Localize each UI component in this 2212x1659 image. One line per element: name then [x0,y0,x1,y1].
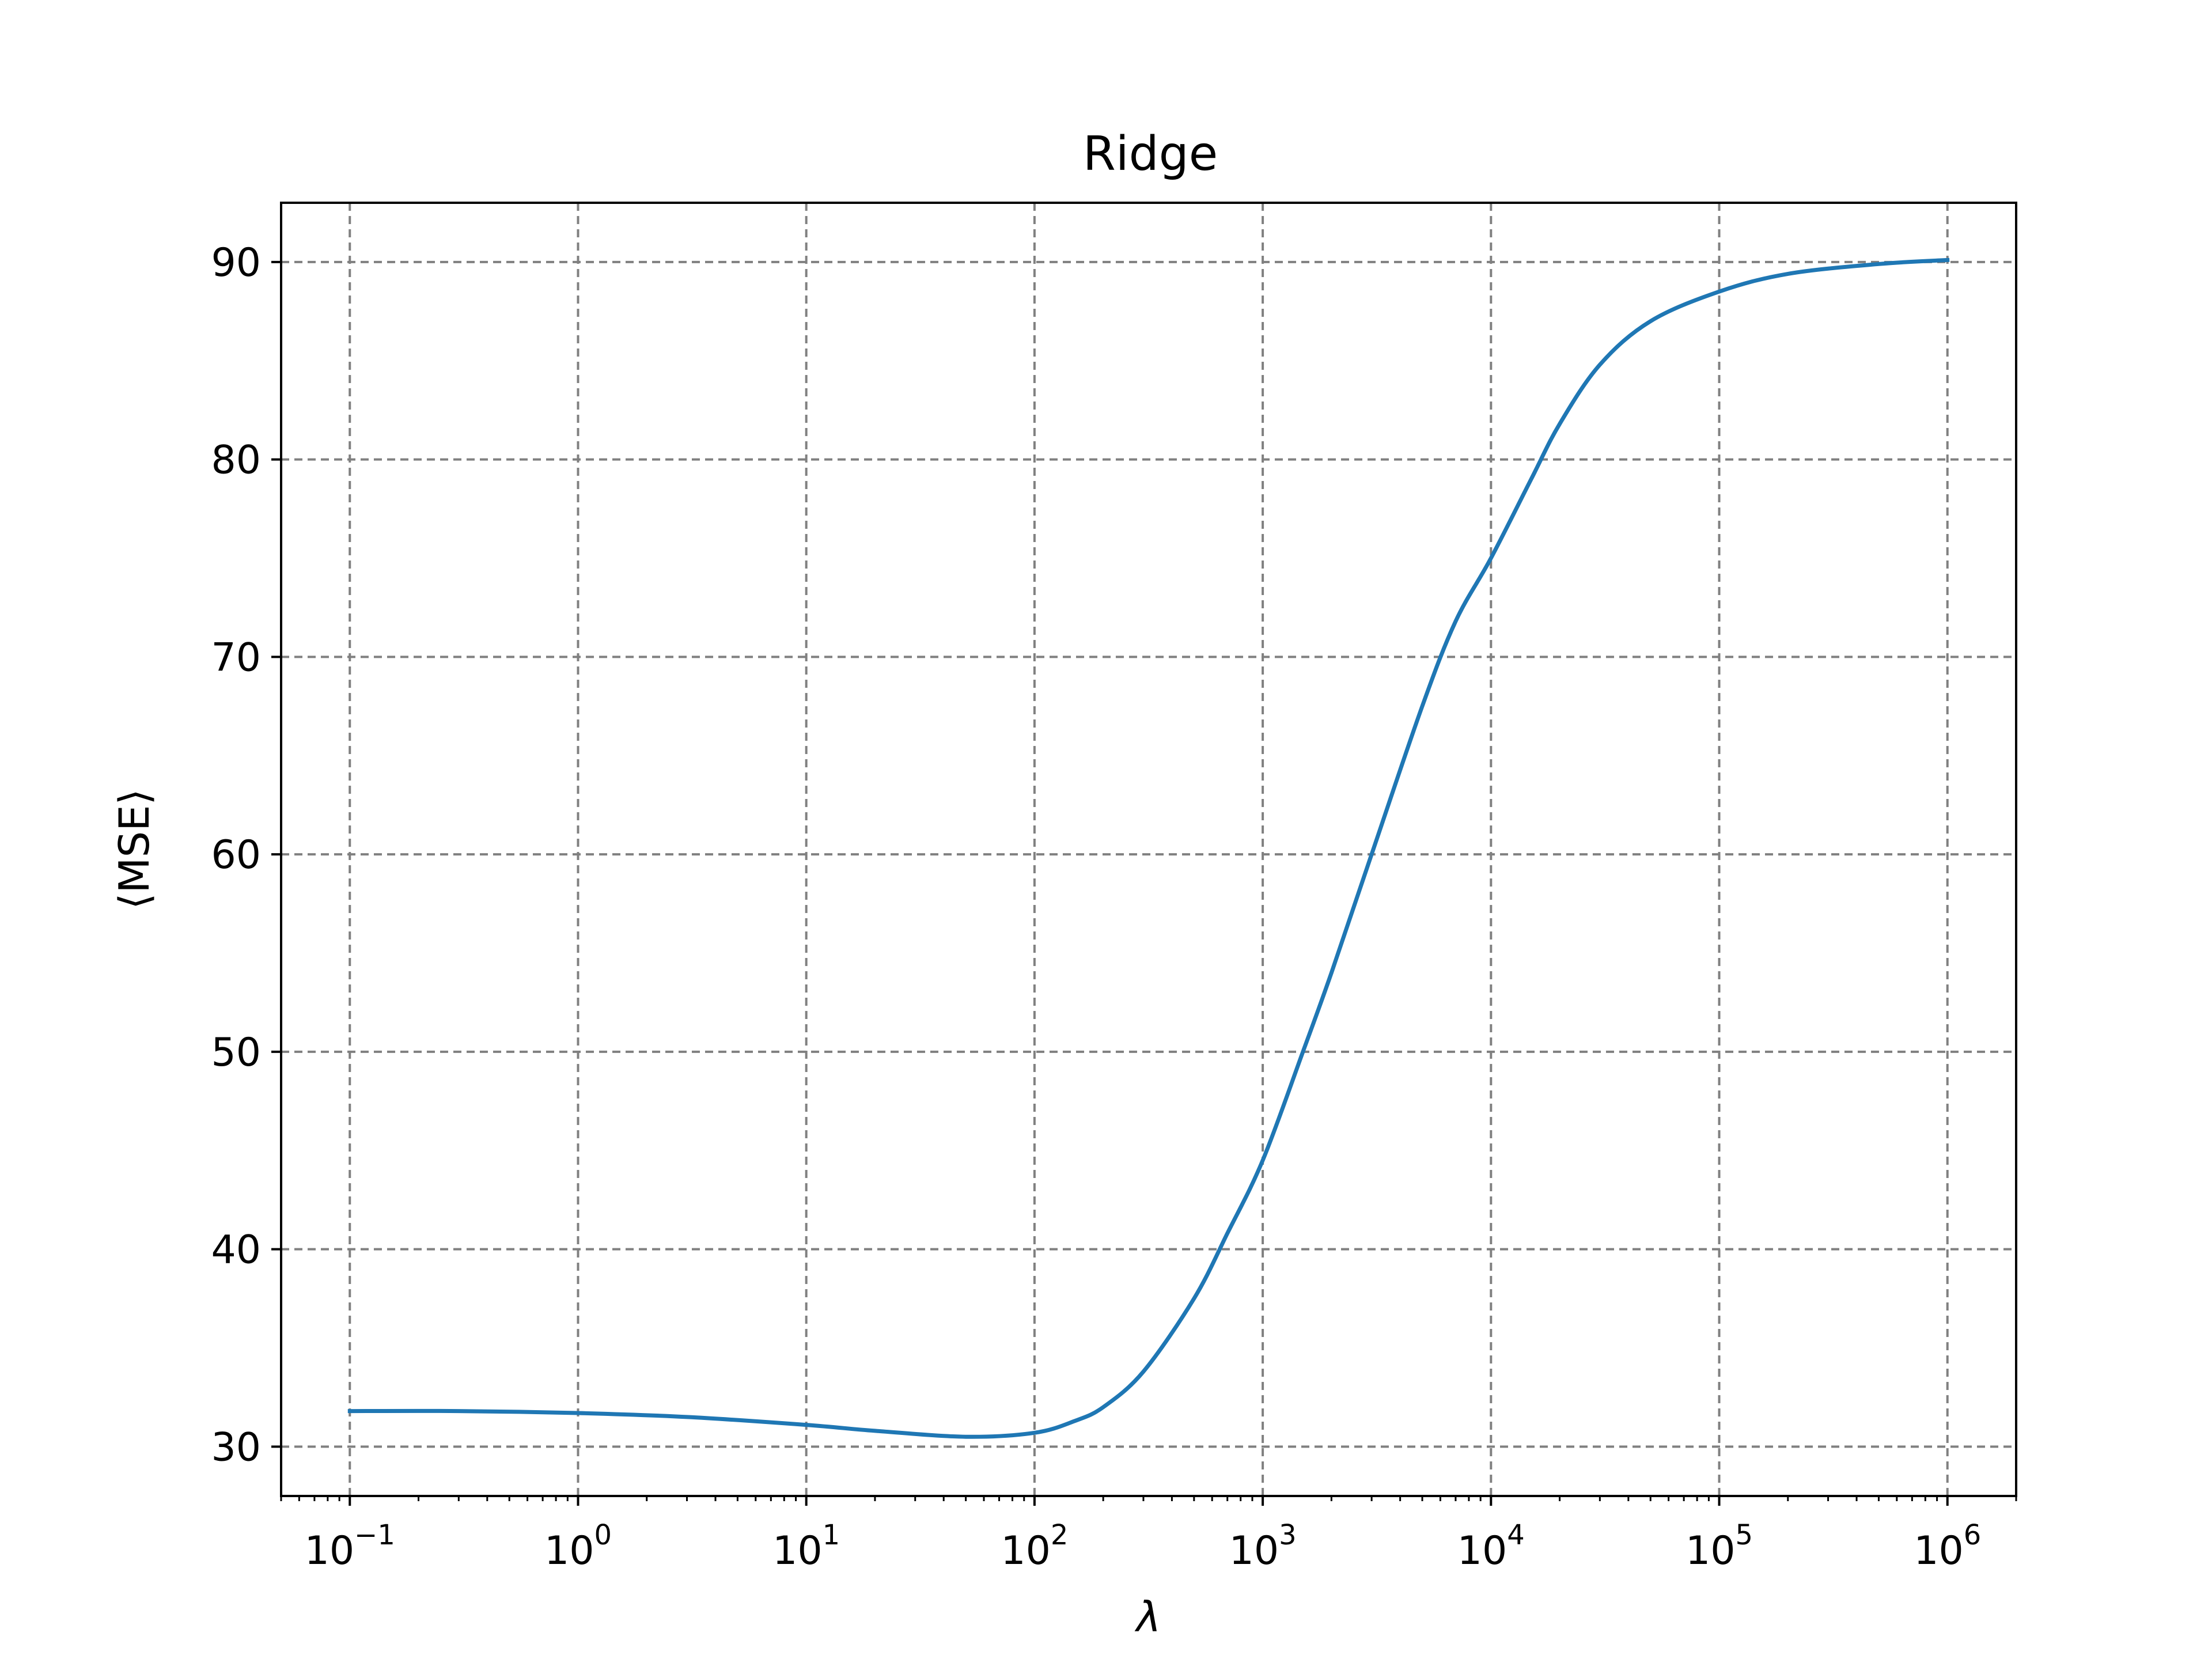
x-tick-base: 10 [544,1528,594,1574]
y-tick-label: 80 [211,438,261,483]
y-tick-label: 30 [211,1425,261,1470]
grid [281,203,2016,1496]
x-tick-base: 10 [772,1528,823,1574]
series-layer [347,257,1950,1439]
x-axis-label: λ [1134,1593,1161,1641]
chart-title: Ridge [1083,127,1218,181]
y-tick-label: 70 [211,635,261,680]
x-tick-label: 103 [1229,1519,1297,1574]
x-tick-label: 10−1 [305,1519,395,1574]
y-tick-label: 90 [211,240,261,286]
x-tick-exponent: 1 [823,1519,840,1551]
x-tick-label: 102 [1001,1519,1068,1574]
x-tick-label: 101 [772,1519,840,1574]
y-axis-label: ⟨MSE⟩ [110,789,158,910]
x-tick-base: 10 [1001,1528,1051,1574]
x-tick-exponent: 5 [1736,1519,1753,1551]
x-tick-exponent: 3 [1279,1519,1297,1551]
x-tick-base: 10 [1685,1528,1736,1574]
major-ticks [271,260,1949,1506]
x-tick-label: 104 [1457,1519,1525,1574]
x-tick-exponent: 4 [1507,1519,1525,1551]
x-tick-label: 106 [1914,1519,1981,1574]
y-tick-label: 60 [211,832,261,878]
x-tick-base: 10 [1914,1528,1964,1574]
series-line [347,257,1950,1439]
x-tick-exponent: 2 [1051,1519,1069,1551]
x-tick-exponent: 6 [1964,1519,1982,1551]
x-tick-base: 10 [305,1528,355,1574]
y-tick-label: 40 [211,1228,261,1273]
x-tick-label: 105 [1685,1519,1753,1574]
x-tick-base: 10 [1457,1528,1508,1574]
x-tick-exponent: 0 [594,1519,612,1551]
plot-frame [280,202,2017,1497]
x-tick-exponent: −1 [354,1519,395,1551]
y-tick-label: 50 [211,1030,261,1075]
x-tick-label: 100 [544,1519,612,1574]
x-tick-base: 10 [1229,1528,1279,1574]
